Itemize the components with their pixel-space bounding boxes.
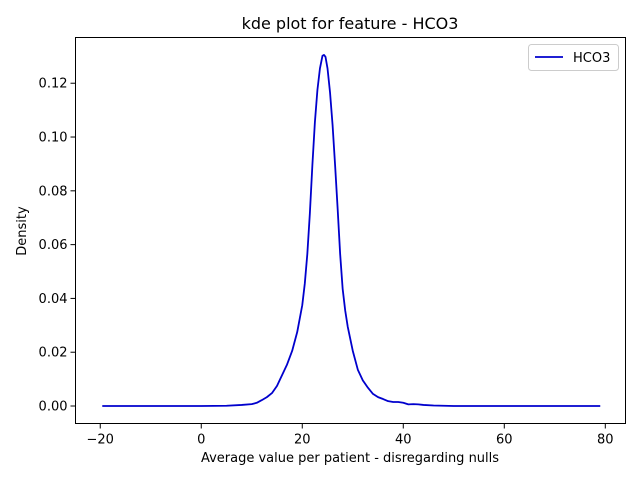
legend: HCO3 <box>528 44 619 71</box>
chart-title: kde plot for feature - HCO3 <box>242 14 459 33</box>
y-tick-label: 0.06 <box>39 238 68 253</box>
x-tick-label: 80 <box>597 433 614 448</box>
legend-label-hco3: HCO3 <box>573 51 610 66</box>
legend-box <box>528 44 619 71</box>
x-axis-label: Average value per patient - disregarding… <box>201 451 499 466</box>
x-tick-label: 40 <box>395 433 412 448</box>
y-axis: 0.00 0.02 0.04 0.06 0.08 0.10 0.12 <box>39 77 76 415</box>
x-tick-label: 0 <box>197 433 205 448</box>
x-tick-label: 20 <box>294 433 311 448</box>
y-tick-label: 0.00 <box>39 400 68 415</box>
plot-area <box>102 54 601 407</box>
y-tick-label: 0.02 <box>39 346 68 361</box>
x-axis: −20 0 20 40 60 80 <box>87 423 614 448</box>
axes-frame <box>75 37 626 424</box>
y-axis-label: Density <box>15 206 30 256</box>
y-tick-label: 0.08 <box>39 184 68 199</box>
y-tick-label: 0.12 <box>39 77 68 92</box>
x-tick-label: 60 <box>496 433 513 448</box>
x-tick-label: −20 <box>87 433 114 448</box>
y-tick-label: 0.04 <box>39 292 68 307</box>
y-tick-label: 0.10 <box>39 131 68 146</box>
series-line-hco3 <box>102 54 601 407</box>
